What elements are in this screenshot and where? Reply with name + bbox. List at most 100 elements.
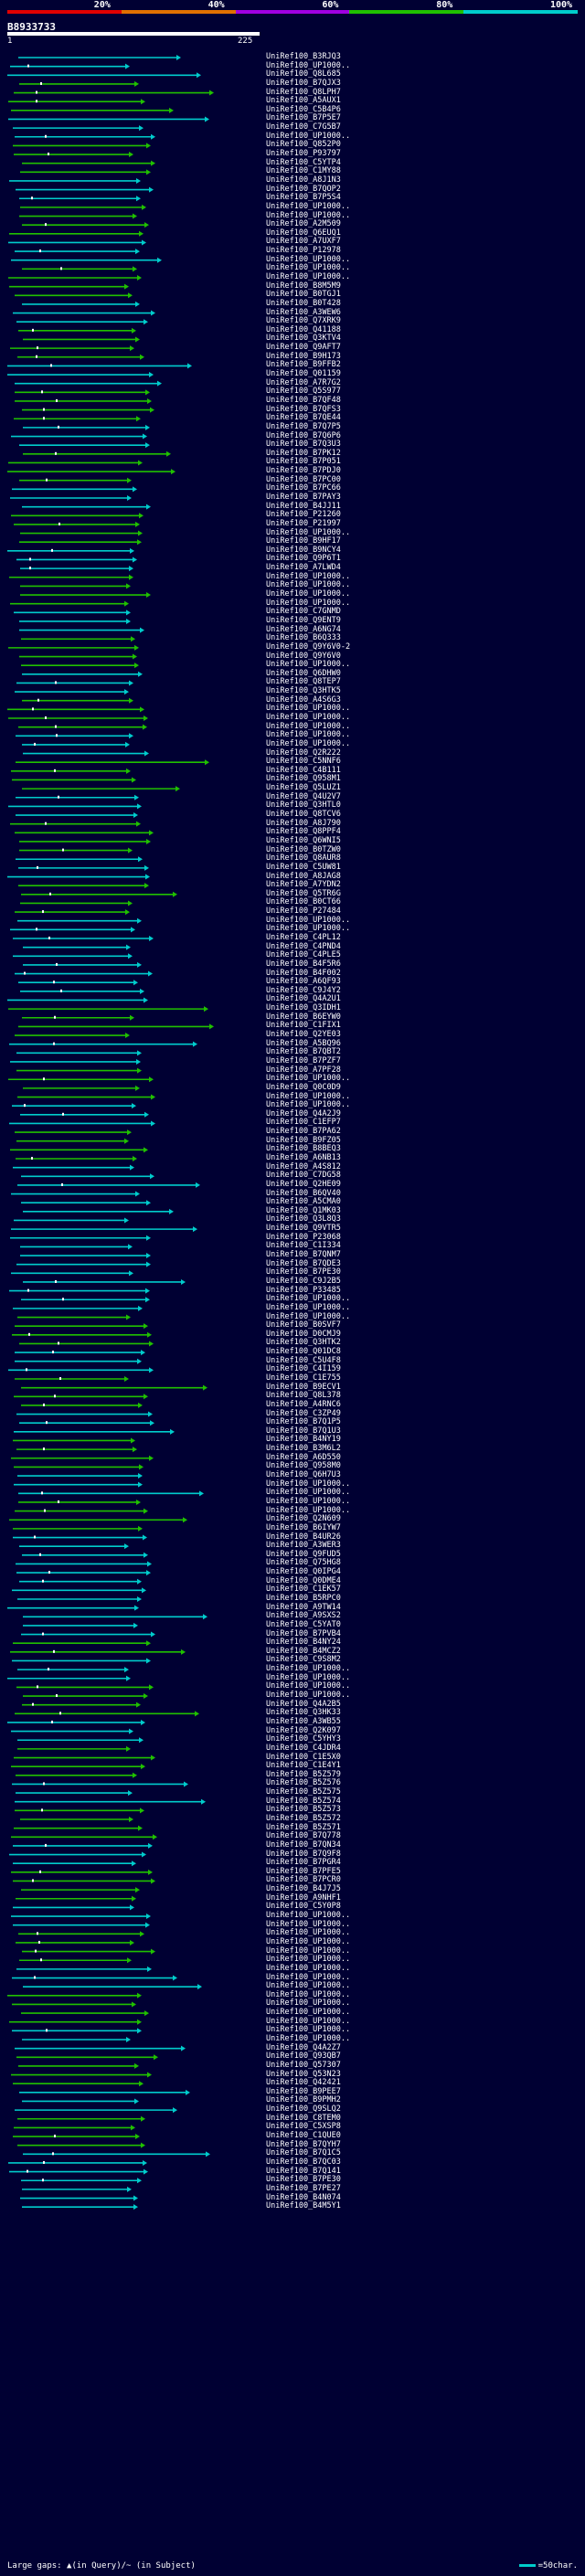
- hit-label[interactable]: UniRef100_Q57307: [266, 2060, 341, 2070]
- hit-label[interactable]: UniRef100_Q01DC8: [266, 1347, 341, 1357]
- hit-label[interactable]: UniRef100_Q8TEP7: [266, 677, 341, 687]
- hit-label[interactable]: UniRef100_B0TZW0: [266, 844, 341, 854]
- hit-label[interactable]: UniRef100_UP1000..: [266, 1945, 351, 1956]
- hit-label[interactable]: UniRef100_Q4A2Z7: [266, 2042, 341, 2052]
- hit-label[interactable]: UniRef100_UP1000..: [266, 571, 351, 581]
- hit-label[interactable]: UniRef100_Q9Y6V0: [266, 651, 341, 661]
- hit-label[interactable]: UniRef100_UP1000..: [266, 1488, 351, 1498]
- hit-label[interactable]: UniRef100_A6NB13: [266, 1153, 341, 1162]
- hit-label[interactable]: UniRef100_P21997: [266, 518, 341, 528]
- hit-label[interactable]: UniRef100_B7PE30: [266, 1267, 341, 1277]
- hit-label[interactable]: UniRef100_UP1000..: [266, 730, 351, 740]
- hit-label[interactable]: UniRef100_C5U4F8: [266, 1355, 341, 1365]
- hit-label[interactable]: UniRef100_B0TGJ1: [266, 290, 341, 300]
- hit-label[interactable]: UniRef100_Q9Y6V0-2: [266, 641, 351, 652]
- hit-label[interactable]: UniRef100_C1FIX1: [266, 1021, 341, 1031]
- hit-label[interactable]: UniRef100_B5Z573: [266, 1805, 341, 1815]
- hit-label[interactable]: UniRef100_Q2R222: [266, 747, 341, 758]
- hit-label[interactable]: UniRef100_Q9SLQ2: [266, 2104, 341, 2115]
- hit-label[interactable]: UniRef100_B9FFB2: [266, 360, 341, 370]
- hit-label[interactable]: UniRef100_Q8PPF4: [266, 827, 341, 837]
- hit-label[interactable]: UniRef100_C4JDR4: [266, 1743, 341, 1753]
- hit-label[interactable]: UniRef100_Q9ENT9: [266, 615, 341, 625]
- hit-label[interactable]: UniRef100_C9J2B5: [266, 1276, 341, 1286]
- hit-label[interactable]: UniRef100_UP1000..: [266, 263, 351, 273]
- hit-label[interactable]: UniRef100_Q6H7U3: [266, 1470, 341, 1480]
- hit-label[interactable]: UniRef100_Q4A2U1: [266, 994, 341, 1004]
- hit-label[interactable]: UniRef100_Q6DHW0: [266, 668, 341, 678]
- hit-label[interactable]: UniRef100_B6Q333: [266, 633, 341, 643]
- hit-label[interactable]: UniRef100_B4N074: [266, 2192, 341, 2202]
- hit-label[interactable]: UniRef100_C1MY88: [266, 166, 341, 176]
- hit-label[interactable]: UniRef100_Q0DME4: [266, 1575, 341, 1585]
- hit-label[interactable]: UniRef100_UP1000..: [266, 589, 351, 599]
- hit-label[interactable]: UniRef100_B7PDJ0: [266, 466, 341, 476]
- hit-label[interactable]: UniRef100_UP1000..: [266, 272, 351, 281]
- hit-label[interactable]: UniRef100_B4UR26: [266, 1532, 341, 1542]
- hit-label[interactable]: UniRef100_A7UXF7: [266, 237, 341, 247]
- hit-label[interactable]: UniRef100_P12978: [266, 246, 341, 256]
- hit-label[interactable]: UniRef100_Q0C0D9: [266, 1082, 341, 1092]
- hit-label[interactable]: UniRef100_C4I159: [266, 1364, 341, 1374]
- hit-label[interactable]: UniRef100_C4B111: [266, 765, 341, 775]
- hit-label[interactable]: UniRef100_B7Q141: [266, 2166, 341, 2176]
- hit-label[interactable]: UniRef100_B7QBT2: [266, 1047, 341, 1057]
- hit-label[interactable]: UniRef100_Q3KTV4: [266, 334, 341, 344]
- hit-label[interactable]: UniRef100_C5XSP8: [266, 2122, 341, 2132]
- hit-label[interactable]: UniRef100_B3M6L2: [266, 1444, 341, 1454]
- hit-label[interactable]: UniRef100_UP1000..: [266, 1311, 351, 1321]
- hit-label[interactable]: UniRef100_B7QYH7: [266, 2139, 341, 2149]
- hit-label[interactable]: UniRef100_B4J7J5: [266, 1884, 341, 1894]
- hit-label[interactable]: UniRef100_Q7XRK9: [266, 316, 341, 326]
- hit-label[interactable]: UniRef100_A3WB55: [266, 1716, 341, 1726]
- hit-label[interactable]: UniRef100_C4PL12: [266, 933, 341, 942]
- hit-label[interactable]: UniRef100_UP1000..: [266, 254, 351, 264]
- hit-label[interactable]: UniRef100_C1E4Y1: [266, 1761, 341, 1771]
- hit-label[interactable]: UniRef100_B7QNM7: [266, 1250, 341, 1260]
- hit-label[interactable]: UniRef100_B7P5E7: [266, 113, 341, 123]
- hit-label[interactable]: UniRef100_B7PC00: [266, 474, 341, 484]
- hit-label[interactable]: UniRef100_Q53N23: [266, 2069, 341, 2079]
- hit-label[interactable]: UniRef100_B6QV40: [266, 1188, 341, 1198]
- hit-label[interactable]: UniRef100_B7Q1P5: [266, 1417, 341, 1427]
- hit-label[interactable]: UniRef100_A8J1N3: [266, 175, 341, 185]
- hit-label[interactable]: UniRef100_C5YAT0: [266, 1619, 341, 1629]
- hit-label[interactable]: UniRef100_Q8AUR8: [266, 853, 341, 864]
- hit-label[interactable]: UniRef100_Q8L685: [266, 69, 341, 80]
- hit-label[interactable]: UniRef100_B9PEE7: [266, 2086, 341, 2096]
- hit-label[interactable]: UniRef100_Q93QB7: [266, 2051, 341, 2062]
- hit-label[interactable]: UniRef100_UP1000..: [266, 1989, 351, 1999]
- hit-label[interactable]: UniRef100_P93797: [266, 149, 341, 159]
- hit-label[interactable]: UniRef100_B4F5R6: [266, 959, 341, 969]
- hit-label[interactable]: UniRef100_UP1000..: [266, 1681, 351, 1691]
- hit-label[interactable]: UniRef100_UP1000..: [266, 1936, 351, 1946]
- hit-label[interactable]: UniRef100_UP1000..: [266, 1294, 351, 1304]
- hit-label[interactable]: UniRef100_C5Y0P8: [266, 1902, 341, 1912]
- hit-label[interactable]: UniRef100_A5AUX1: [266, 96, 341, 106]
- hit-label[interactable]: UniRef100_UP1000..: [266, 660, 351, 670]
- hit-label[interactable]: UniRef100_A9TW14: [266, 1602, 341, 1612]
- hit-label[interactable]: UniRef100_B7QF48: [266, 395, 341, 405]
- hit-label[interactable]: UniRef100_A4S812: [266, 1161, 341, 1171]
- hit-label[interactable]: UniRef100_C1E5X0: [266, 1752, 341, 1762]
- hit-label[interactable]: UniRef100_Q8TCV6: [266, 810, 341, 820]
- hit-label[interactable]: UniRef100_A6QF93: [266, 977, 341, 987]
- hit-label[interactable]: UniRef100_UP1000..: [266, 598, 351, 608]
- hit-label[interactable]: UniRef100_C3ZP49: [266, 1408, 341, 1418]
- hit-label[interactable]: UniRef100_C4PND4: [266, 941, 341, 951]
- hit-label[interactable]: UniRef100_UP1000..: [266, 713, 351, 722]
- hit-label[interactable]: UniRef100_UP1000..: [266, 580, 351, 590]
- hit-label[interactable]: UniRef100_Q41188: [266, 324, 341, 334]
- hit-label[interactable]: UniRef100_C1QUE0: [266, 2131, 341, 2141]
- hit-label[interactable]: UniRef100_B7QOP2: [266, 184, 341, 194]
- hit-label[interactable]: UniRef100_UP1000..: [266, 1955, 351, 1965]
- hit-label[interactable]: UniRef100_Q3HTL0: [266, 800, 341, 811]
- hit-label[interactable]: UniRef100_Q6EUQ1: [266, 228, 341, 238]
- hit-label[interactable]: UniRef100_UP1000..: [266, 704, 351, 714]
- hit-label[interactable]: UniRef100_Q3HTK2: [266, 1338, 341, 1348]
- hit-label[interactable]: UniRef100_C5NNF6: [266, 757, 341, 767]
- hit-label[interactable]: UniRef100_B4MCZ2: [266, 1646, 341, 1656]
- hit-label[interactable]: UniRef100_C1E755: [266, 1373, 341, 1383]
- hit-label[interactable]: UniRef100_C1EFP7: [266, 1118, 341, 1128]
- hit-label[interactable]: UniRef100_UP1000..: [266, 1691, 351, 1701]
